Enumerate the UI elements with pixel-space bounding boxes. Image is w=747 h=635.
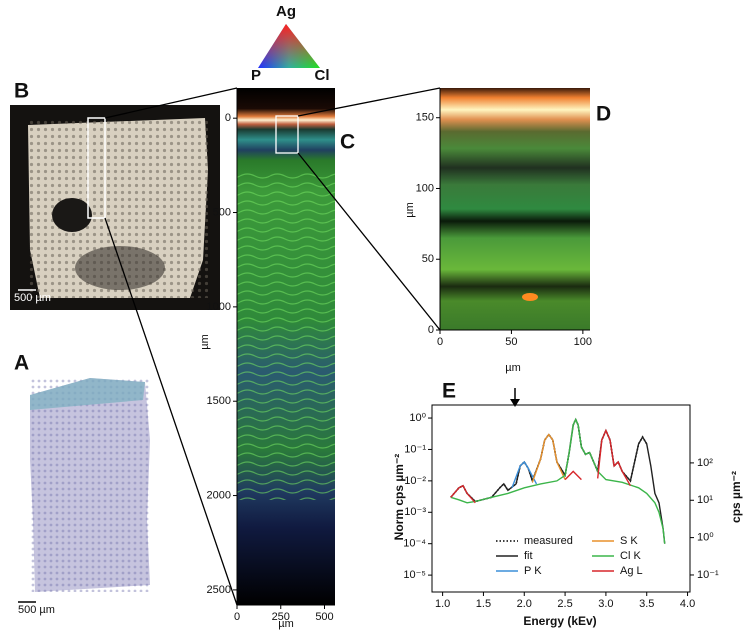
legend-label: Ag L — [620, 565, 643, 577]
panel-label: E — [442, 380, 456, 403]
y-tick-label: 2000 — [207, 489, 231, 501]
series-line — [450, 428, 632, 504]
x-axis-label: Energy (kEv) — [523, 614, 596, 628]
y-tick-label: 10⁻² — [404, 475, 426, 487]
y-tick-label: 100 — [416, 182, 434, 194]
x-tick-label: 4.0 — [680, 598, 695, 610]
x-axis-label: µm — [278, 618, 294, 630]
scale-bar-label: 500 µm — [14, 292, 51, 304]
y2-tick-label: 10⁻¹ — [697, 569, 719, 581]
y-axis-label: µm — [199, 334, 211, 350]
ternary-label: P — [251, 67, 261, 84]
y-tick-label: 10⁰ — [409, 412, 426, 424]
map-d-spot — [522, 293, 538, 301]
y-tick-label: 10⁻¹ — [404, 443, 426, 455]
connector — [297, 87, 441, 117]
bone-hole — [52, 198, 92, 232]
x-tick-label: 0 — [234, 611, 240, 623]
legend-label: P K — [524, 565, 542, 577]
connector — [297, 152, 441, 331]
legend-label: measured — [524, 535, 573, 547]
x-tick-label: 500 — [315, 611, 333, 623]
y2-tick-label: 10⁰ — [697, 532, 714, 544]
panel-label: B — [14, 80, 29, 103]
y2-tick-label: 10² — [697, 457, 713, 469]
series-line — [450, 417, 666, 544]
plot-area — [450, 417, 666, 544]
y-tick-label: 1500 — [207, 395, 231, 407]
x-tick-label: 250 — [272, 611, 290, 623]
map-d — [440, 88, 590, 330]
legend-label: fit — [524, 550, 533, 562]
y-tick-label: 0 — [428, 324, 434, 336]
y2-tick-label: 10¹ — [697, 494, 713, 506]
y-tick-label: 10⁻⁵ — [403, 569, 426, 581]
y-axis-label: Norm cps µm⁻² — [392, 454, 406, 541]
x-tick-label: 3.5 — [639, 598, 654, 610]
histology-texture — [30, 378, 150, 592]
y-tick-label: 500 — [213, 206, 231, 218]
y-tick-label: 1000 — [207, 301, 231, 313]
y-tick-label: 2500 — [207, 584, 231, 596]
connector — [104, 87, 238, 119]
map-c-fibres — [237, 170, 335, 500]
y-tick-label: 10⁻⁴ — [403, 538, 426, 550]
inset-box — [275, 115, 299, 154]
panel-label: C — [340, 131, 355, 154]
series-line — [450, 417, 648, 503]
histology-edge — [30, 378, 145, 410]
series-line — [511, 460, 538, 489]
panel-label: D — [596, 103, 611, 126]
series-line — [450, 417, 666, 544]
panel-label: A — [14, 352, 29, 375]
ternary — [258, 24, 320, 68]
plot-frame — [431, 404, 691, 593]
x-tick-label: 100 — [574, 336, 592, 348]
x-tick-label: 50 — [505, 336, 517, 348]
y-tick-label: 50 — [422, 253, 434, 265]
y2-axis-label: cps µm⁻² — [729, 471, 743, 523]
scale-bar-label: 500 µm — [18, 604, 55, 616]
ternary-label: Cl — [315, 67, 330, 84]
connector — [104, 217, 238, 606]
y-axis-label: µm — [404, 202, 416, 218]
arrow-head — [510, 399, 520, 407]
x-tick-label: 1.0 — [435, 598, 450, 610]
series-line — [531, 433, 566, 483]
y-tick-label: 10⁻³ — [404, 506, 426, 518]
x-tick-label: 0 — [437, 336, 443, 348]
legend-label: S K — [620, 535, 638, 547]
x-axis-label: µm — [505, 362, 521, 374]
x-tick-label: 2.0 — [517, 598, 532, 610]
y-tick-label: 0 — [225, 112, 231, 124]
ternary-label: Ag — [276, 3, 296, 20]
inset-box — [87, 117, 106, 219]
legend-label: Cl K — [620, 550, 641, 562]
x-tick-label: 2.5 — [557, 598, 572, 610]
bone-dark — [75, 246, 165, 290]
x-tick-label: 1.5 — [476, 598, 491, 610]
x-tick-label: 3.0 — [598, 598, 613, 610]
y-tick-label: 150 — [416, 112, 434, 124]
